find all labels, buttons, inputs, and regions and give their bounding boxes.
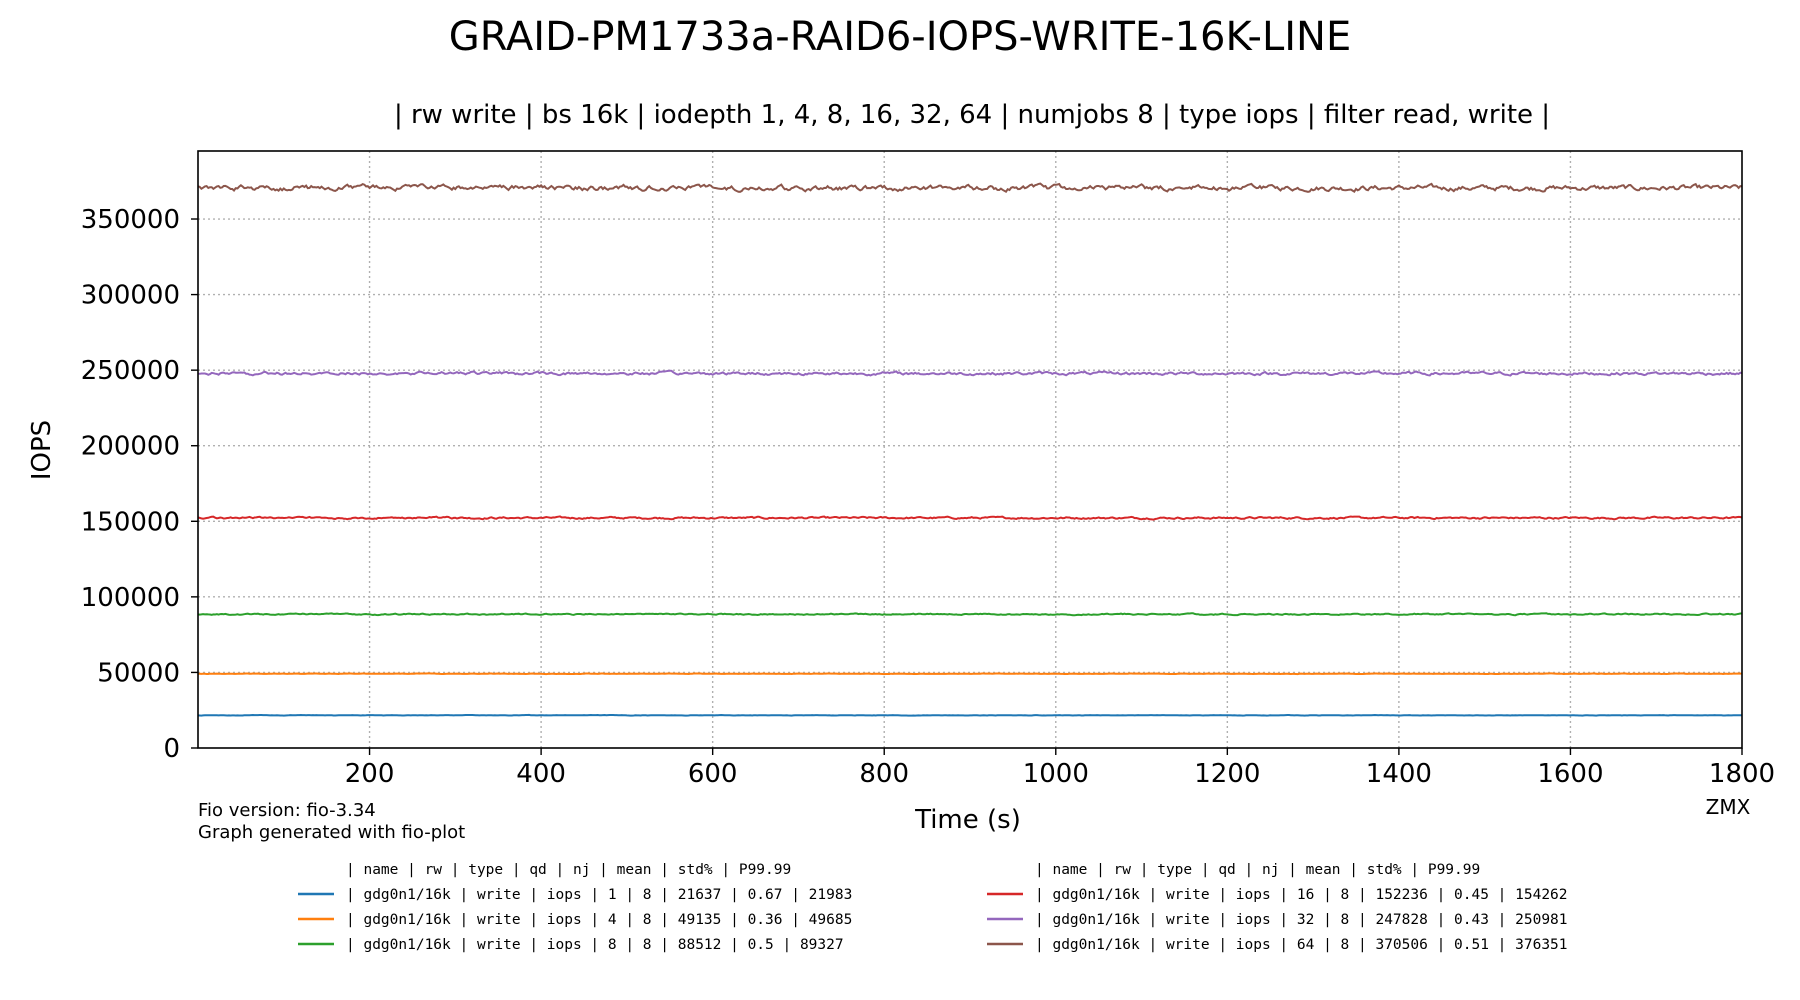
y-tick-label: 300000 [81, 281, 180, 311]
legend-entry: | gdg0n1/16k | write | iops | 4 | 8 | 49… [346, 912, 852, 928]
series-line-qd8 [197, 612, 1742, 617]
y-tick-label: 100000 [81, 583, 180, 613]
legend-entry: | gdg0n1/16k | write | iops | 64 | 8 | 3… [1035, 937, 1568, 953]
y-tick-label: 350000 [81, 205, 180, 235]
legend-header: | name | rw | type | qd | nj | mean | st… [346, 862, 791, 878]
y-axis-label: IOPS [27, 420, 57, 480]
series-lines [197, 182, 1743, 717]
author-label: ZMX [1706, 795, 1751, 819]
x-tick-label: 400 [516, 759, 566, 789]
legend: | name | rw | type | qd | nj | mean | st… [298, 862, 1568, 953]
y-tick-label: 150000 [81, 507, 180, 537]
legend-entry: | gdg0n1/16k | write | iops | 1 | 8 | 21… [346, 887, 852, 903]
x-tick-label: 200 [345, 759, 395, 789]
x-tick-label: 600 [688, 759, 738, 789]
x-tick-label: 800 [859, 759, 909, 789]
x-tick-label: 1400 [1366, 759, 1432, 789]
legend-entry: | gdg0n1/16k | write | iops | 16 | 8 | 1… [1035, 887, 1568, 903]
y-tick-label: 250000 [81, 356, 180, 386]
series-line-qd1 [197, 713, 1743, 717]
x-tick-label: 1200 [1194, 759, 1260, 789]
legend-header: | name | rw | type | qd | nj | mean | st… [1035, 862, 1480, 878]
x-tick-label: 1600 [1537, 759, 1603, 789]
plot-frame [197, 150, 1743, 749]
x-tick-label: 1000 [1023, 759, 1089, 789]
y-tick-label: 0 [163, 734, 180, 764]
fio-plot-credit: Graph generated with fio-plot [198, 822, 465, 843]
series-line-qd64 [197, 182, 1743, 194]
x-tick-label: 1800 [1709, 759, 1775, 789]
y-tick-label: 200000 [81, 432, 180, 462]
y-tick-label: 50000 [97, 658, 180, 688]
legend-entry: | gdg0n1/16k | write | iops | 8 | 8 | 88… [346, 937, 844, 953]
series-line-qd4 [197, 672, 1743, 676]
chart-subtitle: | rw write | bs 16k | iodepth 1, 4, 8, 1… [394, 100, 1550, 130]
series-line-qd16 [197, 515, 1743, 521]
axis-ticks: 200 400 600 800 1000 1200 1400 1600 1800 0 50000 10… [81, 205, 1775, 789]
grid [198, 151, 1742, 748]
legend-entry: | gdg0n1/16k | write | iops | 32 | 8 | 2… [1035, 912, 1568, 928]
x-axis-label: Time (s) [914, 805, 1021, 835]
series-line-qd32 [197, 369, 1743, 377]
fio-version: Fio version: fio-3.34 [198, 800, 376, 821]
chart-title: GRAID-PM1733a-RAID6-IOPS-WRITE-16K-LINE [449, 14, 1351, 60]
